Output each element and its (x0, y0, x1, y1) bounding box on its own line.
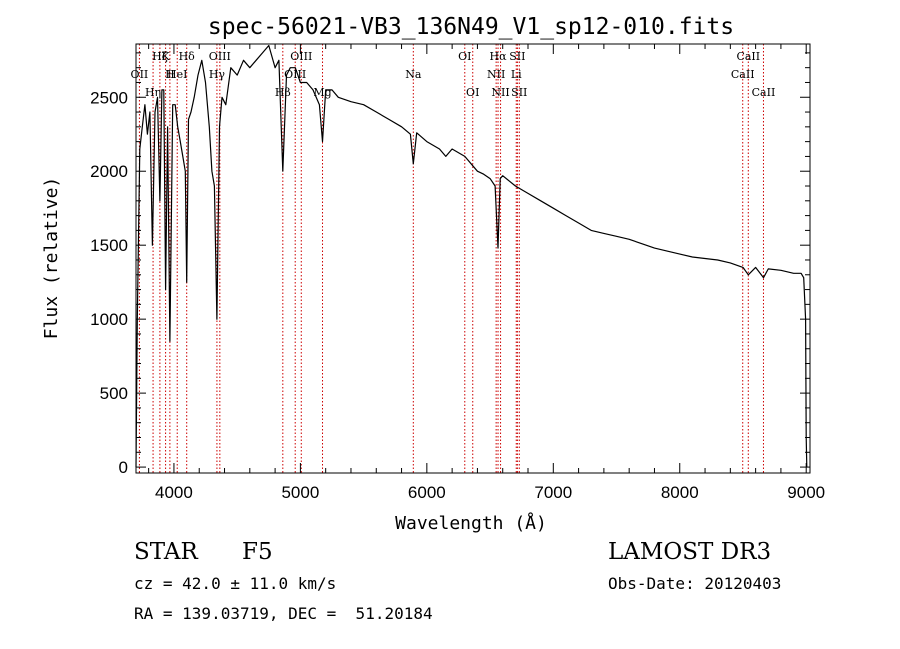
line-label-10: OIII (284, 68, 306, 81)
spectrum-line (135, 44, 808, 468)
line-label-19: Li (511, 68, 522, 81)
x-tick-label: 7000 (534, 483, 572, 502)
line-label-9: Hβ (275, 86, 291, 99)
line-label-22: CaII (731, 68, 755, 81)
object-class: STAR (134, 539, 198, 565)
x-tick-label: 4000 (155, 483, 193, 502)
line-label-6: Hδ (179, 50, 196, 63)
line-label-12: Mg (313, 86, 331, 99)
line-label-0: OII (131, 68, 149, 81)
line-label-23: CaII (736, 50, 760, 63)
x-tick-label: 6000 (408, 483, 446, 502)
x-tick-label: 8000 (661, 483, 699, 502)
line-label-2: Hζ (152, 50, 168, 63)
plot-frame (135, 43, 811, 474)
x-axis-label: Wavelength (Å) (395, 512, 547, 534)
obs-date-text: Obs-Date: 20120403 (608, 574, 782, 593)
y-axis-label: Flux (relative) (41, 177, 62, 340)
axes: 4000 5000 6000 7000 8000 9000 0 500 1000 1500 2000… (90, 43, 825, 502)
y-tick-label: 0 (119, 458, 128, 477)
emission-line-markers (138, 44, 764, 473)
y-tick-label: 1500 (90, 236, 128, 255)
x-tick-label: 5000 (281, 483, 319, 502)
object-subclass: F5 (242, 539, 273, 565)
coordinates-text: RA = 139.03719, DEC = 51.20184 (134, 604, 433, 623)
line-label-18: NII (491, 86, 509, 99)
line-label-14: OI (458, 50, 471, 63)
line-label-15: OI (466, 86, 479, 99)
line-label-5: HeI (167, 68, 187, 81)
survey-name: LAMOST DR3 (608, 539, 772, 565)
y-tick-label: 1000 (90, 310, 128, 329)
y-tick-label: 500 (100, 384, 128, 403)
y-tick-label: 2500 (90, 88, 128, 107)
line-label-8: OIII (209, 50, 231, 63)
chart-title: spec-56021-VB3_136N49_V1_sp12-010.fits (208, 14, 734, 40)
line-label-24: CaII (752, 86, 776, 99)
line-label-13: Na (405, 68, 422, 81)
line-label-21: SII (511, 86, 527, 99)
line-label-20: SII (509, 50, 525, 63)
line-label-4: H (165, 68, 175, 81)
line-label-7: Hγ (209, 68, 226, 81)
x-tick-label: 9000 (787, 483, 825, 502)
line-label-16: NII (487, 68, 505, 81)
y-tick-label: 2000 (90, 162, 128, 181)
redshift-text: cz = 42.0 ± 11.0 km/s (134, 574, 337, 593)
line-label-3: K (161, 50, 170, 63)
line-label-1: Hη (145, 86, 161, 99)
line-label-11: OIII (290, 50, 312, 63)
line-label-17: Hα (490, 50, 508, 63)
